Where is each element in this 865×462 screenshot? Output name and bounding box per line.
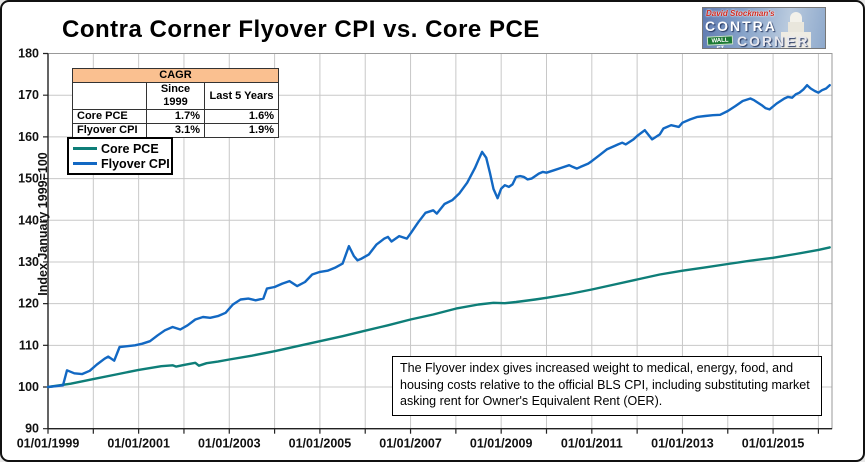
core-pce-since-1999: 1.7% [146, 109, 205, 124]
cagr-col-blank [72, 82, 147, 110]
cagr-table-title: CAGR [72, 68, 279, 83]
logo-brand-line: David Stockman's [706, 9, 775, 18]
legend-label-core-pce: Core PCE [101, 141, 159, 156]
annotation-box: The Flyover index gives increased weight… [392, 356, 822, 416]
chart-title: Contra Corner Flyover CPI vs. Core PCE [62, 16, 540, 43]
row-label-flyover-cpi: Flyover CPI [72, 123, 147, 138]
y-tick-label: 120 [18, 297, 39, 311]
y-tick-label: 170 [18, 88, 39, 102]
table-row: Flyover CPI 3.1% 1.9% [72, 123, 279, 138]
table-row: Core PCE 1.7% 1.6% [72, 109, 279, 124]
y-tick-label: 160 [18, 130, 39, 144]
legend-entry-core-pce: Core PCE [73, 141, 167, 156]
x-tick-label: 01/01/2013 [651, 437, 714, 451]
x-tick-label: 01/01/2015 [742, 437, 805, 451]
flyover-cpi-since-1999: 3.1% [146, 123, 205, 138]
series-line-flyover-cpi [46, 83, 831, 389]
y-axis-title: Index January 1999=100 [36, 152, 50, 296]
logo-word-corner: CORNER [737, 33, 810, 49]
axes [47, 53, 832, 430]
cagr-table: CAGR Since 1999 Last 5 Years Core PCE 1.… [72, 68, 279, 138]
cagr-col-last-5-years: Last 5 Years [204, 82, 279, 110]
core-pce-line-swatch [73, 147, 97, 150]
chart-legend: Core PCE Flyover CPI [67, 137, 173, 175]
logo-word-contra: CONTRA [705, 18, 777, 34]
row-label-core-pce: Core PCE [72, 109, 147, 124]
y-tick-label: 130 [18, 255, 39, 269]
y-tick-label: 110 [19, 338, 39, 352]
y-tick-label: 90 [25, 422, 39, 436]
legend-label-flyover-cpi: Flyover CPI [101, 156, 170, 171]
contra-corner-logo: David Stockman's CONTRA WALL ST CORNER [702, 7, 826, 49]
x-tick-label: 01/01/2005 [289, 437, 352, 451]
y-tick-label: 150 [18, 172, 39, 186]
y-tick-label: 180 [18, 47, 39, 61]
x-tick-label: 01/01/2007 [379, 437, 442, 451]
y-tick-label: 100 [18, 380, 39, 394]
y-tick-label: 140 [18, 213, 39, 227]
x-tick-label: 01/01/1999 [17, 437, 80, 451]
x-tick-label: 01/01/2009 [470, 437, 533, 451]
axis-ticks [43, 52, 820, 434]
series-line-core-pce [46, 246, 831, 389]
wall-st-sign: WALL ST [706, 35, 734, 48]
flyover-cpi-line-swatch [73, 162, 97, 165]
legend-entry-flyover-cpi: Flyover CPI [73, 156, 170, 171]
flyover-cpi-last-5-years: 1.9% [204, 123, 279, 138]
x-tick-label: 01/01/2001 [107, 437, 170, 451]
core-pce-last-5-years: 1.6% [204, 109, 279, 124]
capitol-dome-icon [781, 12, 811, 48]
cagr-col-since-1999: Since 1999 [146, 82, 205, 110]
x-tick-label: 01/01/2011 [561, 437, 623, 451]
axis-tick-labels: 01/01/1999 01/01/2001 01/01/2003 01/01/2005… [17, 47, 805, 451]
x-tick-label: 01/01/2003 [198, 437, 261, 451]
